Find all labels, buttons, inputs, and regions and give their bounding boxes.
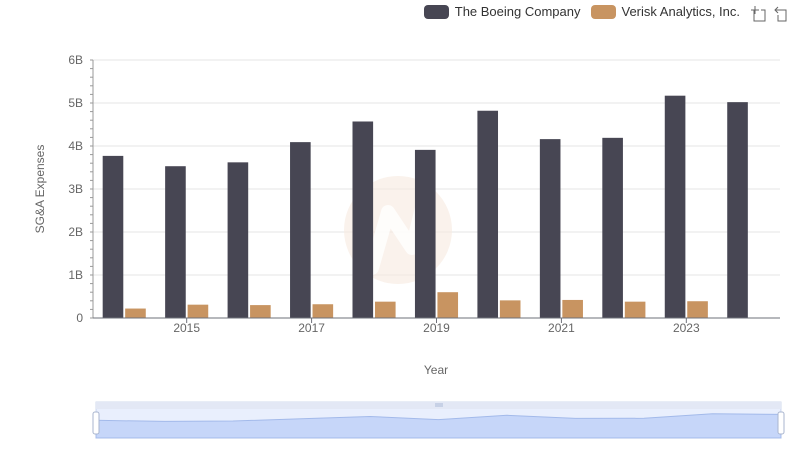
x-axis-label: Year bbox=[424, 363, 448, 377]
toolbox bbox=[750, 6, 790, 22]
bar-verisk[interactable] bbox=[125, 308, 146, 318]
bar-verisk[interactable] bbox=[437, 292, 459, 318]
y-tick-label: 0 bbox=[76, 311, 83, 325]
y-tick-label: 1B bbox=[68, 268, 83, 282]
bars-layer bbox=[102, 95, 748, 319]
legend: The Boeing Company Verisk Analytics, Inc… bbox=[423, 4, 741, 19]
legend-label-boeing: The Boeing Company bbox=[454, 4, 581, 19]
y-tick-label: 5B bbox=[68, 96, 83, 110]
y-tick-label: 6B bbox=[68, 53, 83, 67]
legend-item-boeing[interactable]: The Boeing Company bbox=[423, 4, 581, 19]
legend-item-verisk[interactable]: Verisk Analytics, Inc. bbox=[590, 4, 741, 19]
datazoom-slider[interactable] bbox=[92, 401, 785, 439]
y-axis-label: SG&A Expenses bbox=[33, 145, 47, 234]
bar-verisk[interactable] bbox=[624, 301, 646, 318]
bar-boeing[interactable] bbox=[664, 95, 686, 318]
y-tick-label: 4B bbox=[68, 139, 83, 153]
datazoom-preview-area bbox=[95, 413, 782, 439]
x-tick-label: 2019 bbox=[423, 321, 450, 335]
x-tick-label: 2017 bbox=[298, 321, 325, 335]
bar-boeing[interactable] bbox=[414, 149, 436, 318]
zoom-icon[interactable] bbox=[750, 6, 766, 22]
bar-boeing[interactable] bbox=[352, 121, 374, 319]
bar-verisk[interactable] bbox=[562, 299, 583, 318]
datazoom-selection[interactable] bbox=[96, 409, 781, 438]
bar-boeing[interactable] bbox=[102, 155, 124, 318]
bar-verisk[interactable] bbox=[374, 301, 396, 318]
bar-boeing[interactable] bbox=[227, 162, 249, 318]
x-tick-label: 2021 bbox=[548, 321, 575, 335]
bar-verisk[interactable] bbox=[687, 301, 708, 318]
bar-boeing[interactable] bbox=[165, 166, 186, 318]
datazoom-drag-grip[interactable] bbox=[435, 403, 443, 407]
x-tick-label: 2023 bbox=[673, 321, 700, 335]
y-tick-label: 2B bbox=[68, 225, 83, 239]
legend-swatch-boeing bbox=[423, 4, 449, 19]
bar-boeing[interactable] bbox=[539, 139, 561, 318]
datazoom-right-handle[interactable] bbox=[777, 411, 785, 435]
y-tick-label: 3B bbox=[68, 182, 83, 196]
legend-label-verisk: Verisk Analytics, Inc. bbox=[621, 4, 741, 19]
bar-boeing[interactable] bbox=[290, 142, 311, 318]
bar-boeing[interactable] bbox=[727, 102, 748, 318]
bar-boeing[interactable] bbox=[477, 110, 499, 319]
bar-boeing[interactable] bbox=[602, 137, 623, 318]
reset-zoom-icon[interactable] bbox=[774, 6, 790, 22]
x-tick-label: 2015 bbox=[173, 321, 200, 335]
bar-verisk[interactable] bbox=[187, 304, 209, 318]
bar-verisk[interactable] bbox=[312, 304, 334, 318]
bar-verisk[interactable] bbox=[250, 305, 271, 318]
bar-verisk[interactable] bbox=[499, 300, 521, 318]
axes-layer: 0 1B 2B 3B 4B 5B 6B 2015 2017 2019 2021 2023 bbox=[68, 53, 780, 335]
legend-swatch-verisk bbox=[590, 4, 616, 19]
datazoom-left-handle[interactable] bbox=[92, 411, 100, 435]
